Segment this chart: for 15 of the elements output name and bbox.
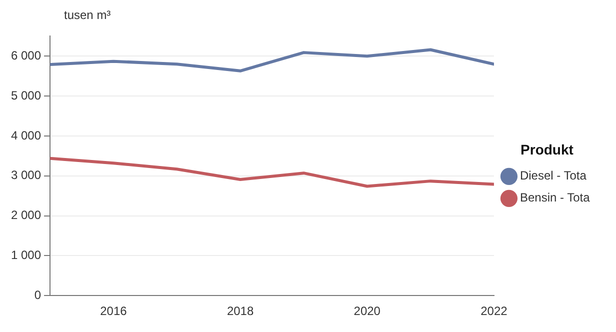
x-tick-label: 2020 bbox=[354, 304, 381, 318]
y-tick-label: 4 000 bbox=[11, 128, 42, 142]
y-tick-label: 5 000 bbox=[11, 88, 42, 102]
y-tick-label: 6 000 bbox=[11, 48, 42, 62]
x-tick-label: 2016 bbox=[100, 304, 128, 318]
y-tick-label: 2 000 bbox=[11, 208, 42, 222]
x-tick-label: 2022 bbox=[480, 304, 508, 318]
legend-title: Produkt bbox=[520, 141, 574, 158]
y-axis-title: tusen m³ bbox=[64, 8, 112, 24]
x-tick-label: 2018 bbox=[226, 304, 254, 318]
legend-label: Diesel - Tota bbox=[520, 168, 587, 183]
y-tick-label: 0 bbox=[34, 288, 42, 302]
y-tick-label: 3 000 bbox=[11, 168, 42, 182]
y-tick-label: 1 000 bbox=[11, 248, 42, 262]
legend-label: Bensin - Tota bbox=[520, 190, 590, 205]
